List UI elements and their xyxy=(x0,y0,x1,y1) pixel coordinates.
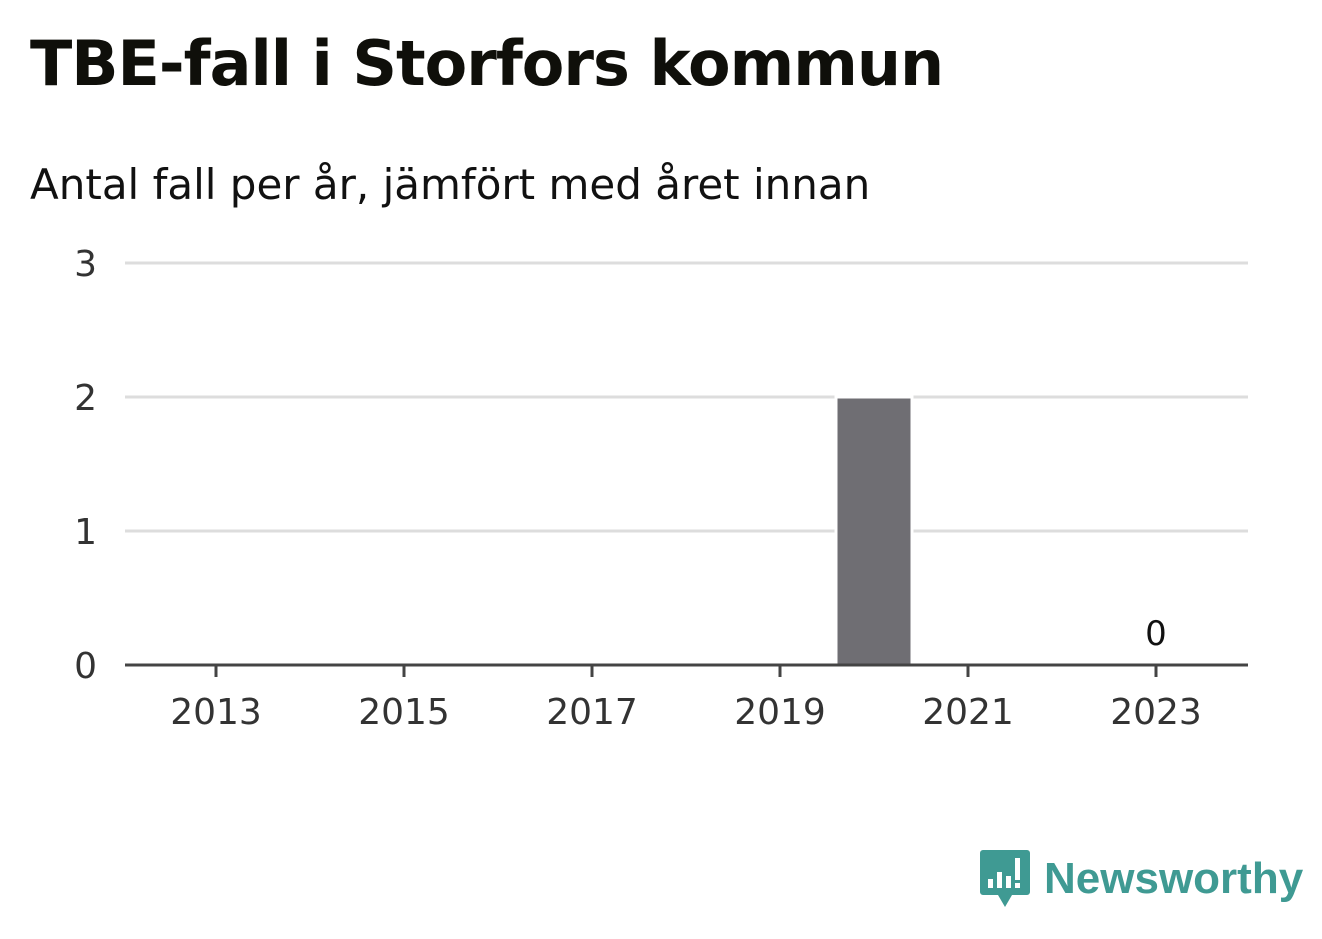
x-tick-label: 2017 xyxy=(546,692,638,733)
chart-title: TBE-fall i Storfors kommun xyxy=(30,27,944,100)
bar xyxy=(834,395,914,667)
grid-lines xyxy=(125,261,1248,533)
x-tick-label: 2015 xyxy=(358,692,450,733)
y-tick-label: 0 xyxy=(74,646,97,687)
bars xyxy=(834,395,914,667)
y-tick-label: 1 xyxy=(74,512,97,553)
x-tick-label: 2019 xyxy=(734,692,826,733)
x-tick-label: 2021 xyxy=(922,692,1014,733)
x-tick-label: 2013 xyxy=(170,692,262,733)
y-tick-label: 3 xyxy=(74,244,97,285)
bar-chart-speech-bubble-icon xyxy=(980,850,1030,907)
axes xyxy=(125,663,1248,677)
labels: 0 1 2 3 2013 2015 2017 2019 2021 2023 0 xyxy=(74,244,1202,733)
y-tick-label: 2 xyxy=(74,378,97,419)
brand-logo: Newsworthy xyxy=(980,848,1303,910)
data-label: 0 xyxy=(1145,614,1167,654)
chart-subtitle: Antal fall per år, jämfört med året inna… xyxy=(30,160,871,209)
x-tick-label: 2023 xyxy=(1110,692,1202,733)
brand-name: Newsworthy xyxy=(1044,854,1304,903)
